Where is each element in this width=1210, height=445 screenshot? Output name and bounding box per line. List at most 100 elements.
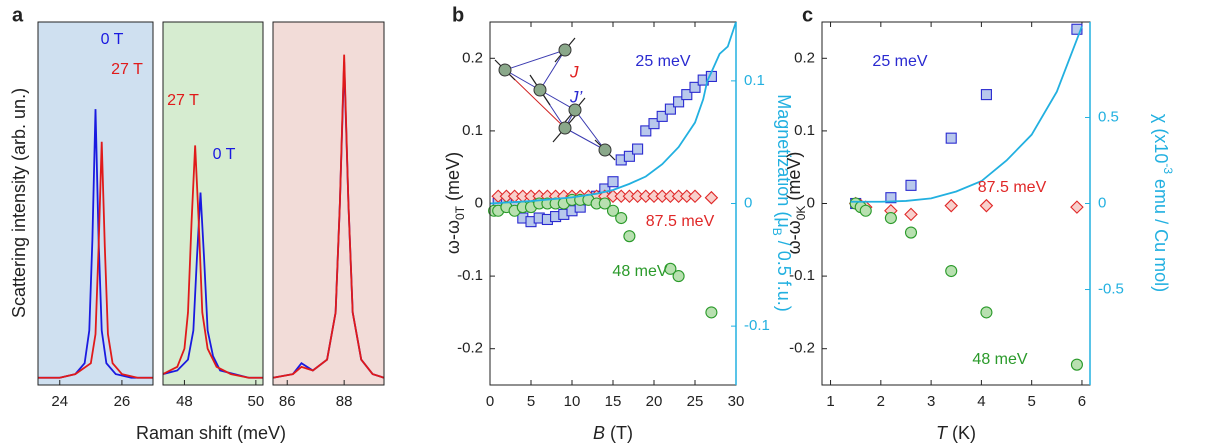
data-line [850,25,1083,203]
x-tick-label: 6 [1078,393,1086,410]
y2-tick-label: 0.1 [744,72,765,89]
y-axis-label-part: (meV) [784,152,804,206]
marker [904,207,918,222]
x-tick-label: 20 [646,393,663,410]
marker [944,198,959,213]
y-tick-label: 0 [475,194,483,211]
series-label: 27 T [111,61,143,78]
y-tick-label: 0.2 [794,49,815,66]
y2-axis-label-part: χ (x10 [1151,114,1171,163]
x-tick-label: 86 [279,393,296,410]
x-axis-label-part: T [936,423,949,443]
y-axis-label: ω-ω0K (meV) [784,152,808,255]
y2-tick-label: -0.1 [744,317,770,334]
x-tick-label: 5 [1028,393,1036,410]
atom [568,103,582,117]
series-label: 25 meV [635,53,690,70]
plot-area [163,22,263,385]
x-tick-label: 3 [927,393,935,410]
panel-letter: b [452,4,464,26]
x-tick-label: 1 [826,393,834,410]
x-tick-label: 88 [336,393,353,410]
data-line [272,54,385,379]
marker [704,190,719,205]
marker [688,189,702,204]
y2-axis-label: Magnetization (μB / 0.5 f.u.) [770,94,794,312]
series-label: 0 T [213,146,236,163]
marker [1071,23,1083,35]
marker [672,270,685,283]
y-tick-label: -0.1 [789,267,815,284]
x-axis-label: Raman shift (meV) [136,423,286,443]
y2-axis-label-part: emu / Cu mol) [1151,174,1171,292]
data-line [38,141,153,379]
panel-letter: c [802,4,813,26]
data-line [489,21,737,205]
y2-axis-label-part: -3 [1161,163,1175,174]
atom [558,43,572,57]
y2-axis-label-part: / 0.5 f.u.) [774,236,794,312]
x-axis-label-part: B [593,423,605,443]
x-tick-label: 0 [486,393,494,410]
y-tick-label: 0.1 [462,122,483,139]
atom [533,83,547,97]
x-axis-label: T (K) [936,423,976,443]
y-tick-label: -0.2 [457,340,483,357]
marker [905,179,917,191]
y2-tick-label: -0.5 [1098,280,1124,297]
x-tick-label: 15 [605,393,622,410]
marker [980,89,992,101]
series-label: 27 T [167,92,199,109]
marker [904,226,918,239]
x-tick-label: 5 [527,393,535,410]
marker [664,103,676,115]
marker [648,118,660,130]
marker [689,81,701,93]
series-label: 25 meV [872,53,927,70]
y-tick-label: 0.2 [462,49,483,66]
marker [980,306,993,319]
y2-tick-label: 0 [744,194,752,211]
inset-label: J [569,62,579,81]
marker [615,211,628,225]
marker [623,150,635,162]
inset-label: J’ [569,87,583,106]
x-tick-label: 24 [51,393,68,410]
x-tick-label: 48 [176,393,193,410]
x-tick-label: 25 [687,393,704,410]
x-axis-label: B (T) [593,423,633,443]
marker [607,176,619,188]
series-label: 48 meV [972,351,1027,368]
y2-axis-label: χ (x10-3 emu / Cu mol) [1151,114,1175,292]
marker [681,89,693,101]
x-tick-label: 2 [877,393,885,410]
plot-frame [272,21,385,386]
y-axis-label-part: 0K [794,206,808,221]
atom [598,143,612,157]
marker [979,198,994,213]
data-line [162,145,263,379]
x-tick-label: 30 [728,393,745,410]
marker [673,96,685,108]
x-axis-label-part: (T) [605,423,633,443]
y-axis-label: Scattering intensity (arb. un.) [9,88,29,318]
plot-frame [37,21,154,386]
marker [656,110,668,122]
marker [859,204,872,217]
marker [884,211,897,225]
y-axis-label-part: ω-ω [784,220,804,254]
y-axis-label-part: ω-ω [443,220,463,254]
y-axis-label-part: 0T [453,205,467,220]
series-label: 87.5 meV [978,179,1047,196]
marker [606,204,620,217]
x-tick-label: 4 [977,393,985,410]
marker [945,132,957,144]
x-tick-label: 10 [564,393,581,410]
plot-area [273,22,384,385]
y-axis-label-part: (meV) [443,152,463,206]
atom [498,63,512,77]
y2-axis-label-part: Magnetization (μ [774,94,794,227]
y2-tick-label: 0.5 [1098,108,1119,125]
y2-tick-label: 0 [1098,194,1106,211]
series-label: 87.5 meV [646,213,715,230]
